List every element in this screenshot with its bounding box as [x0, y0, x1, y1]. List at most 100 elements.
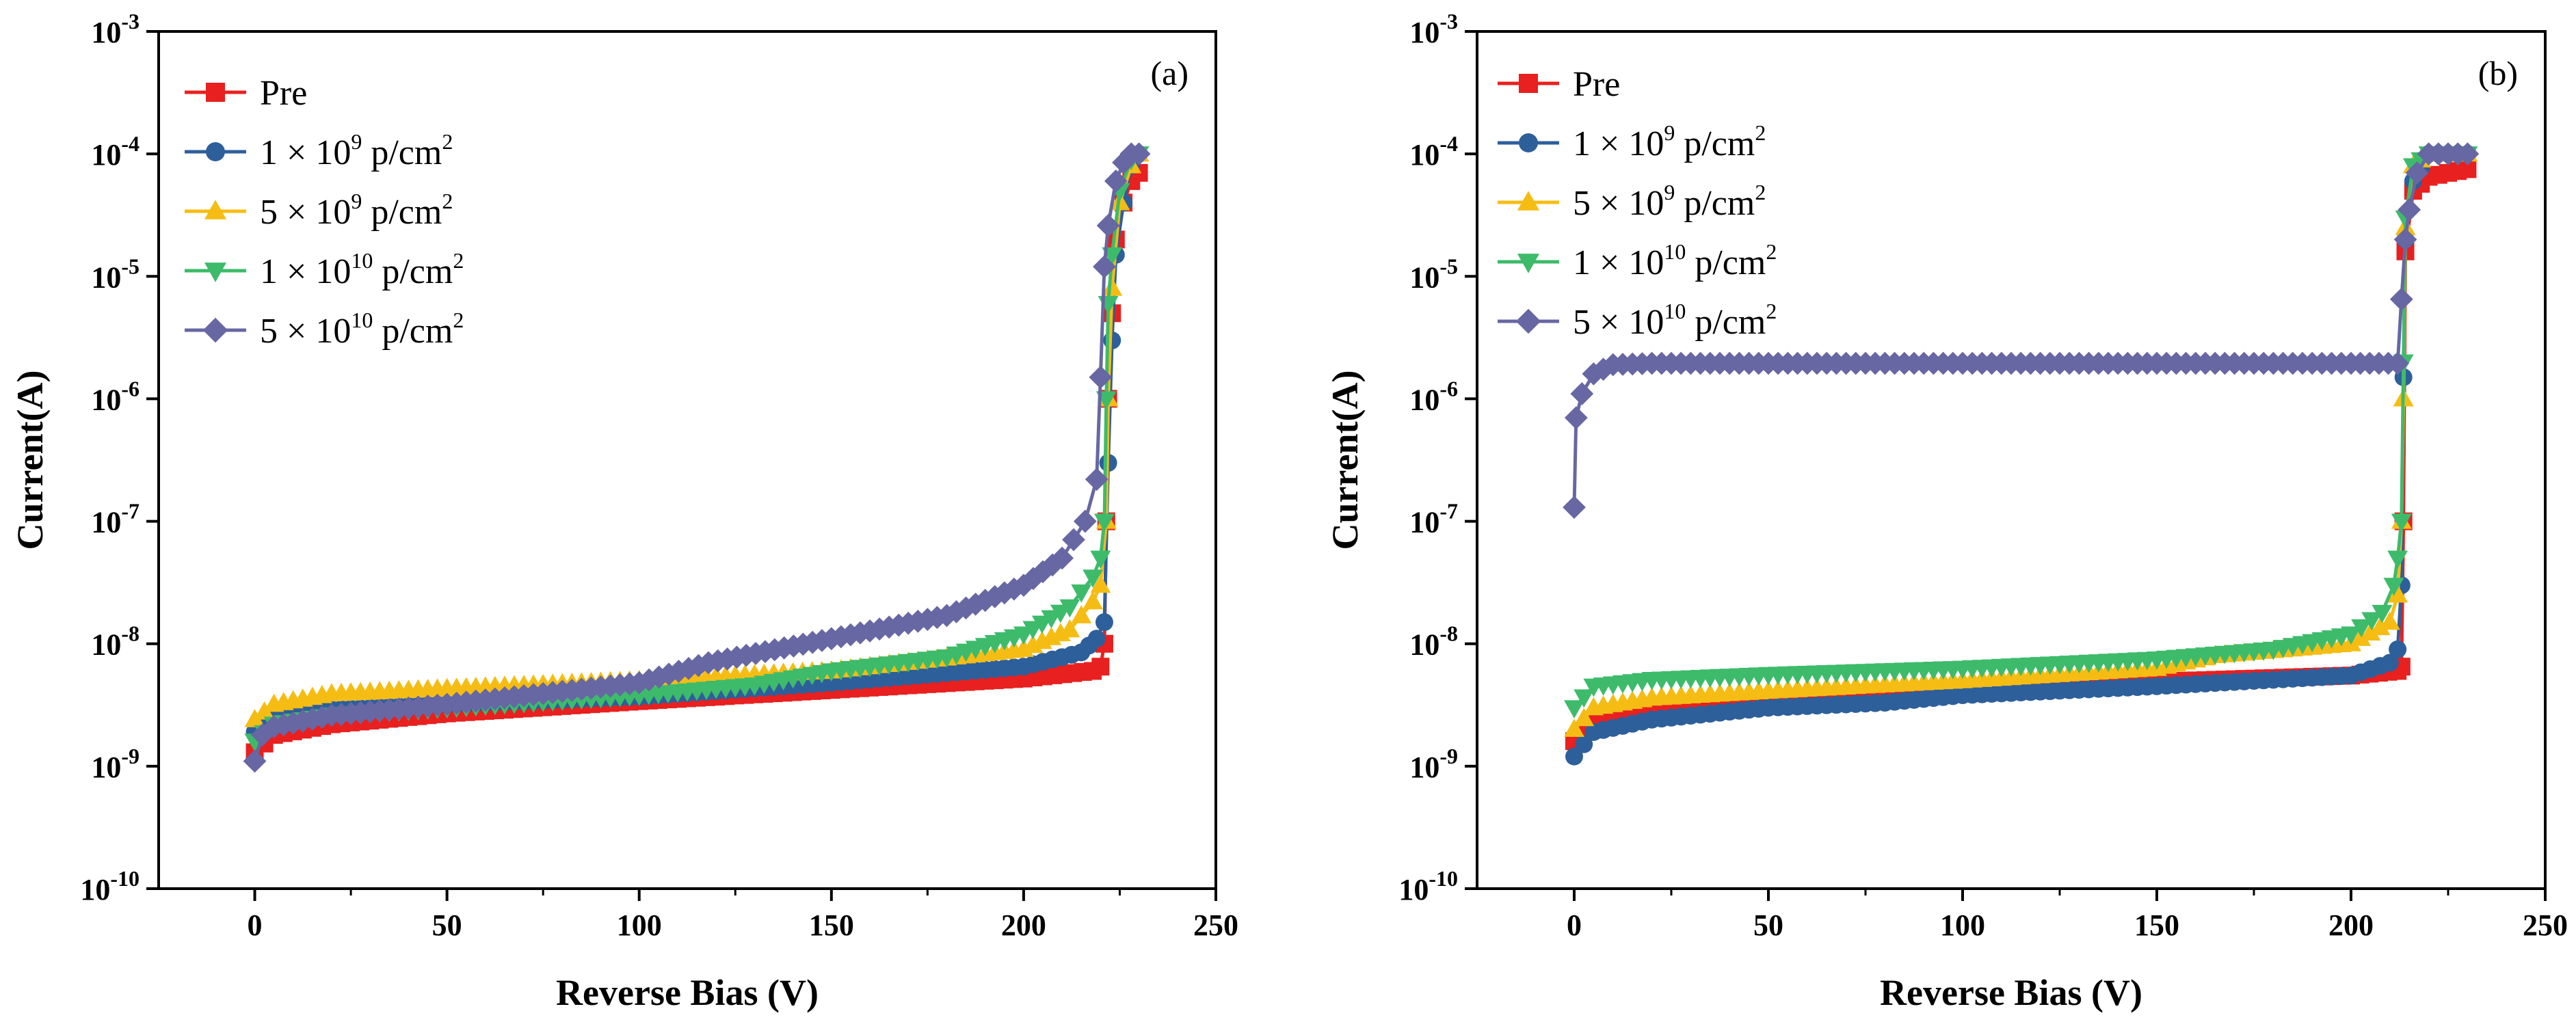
x-tick-label-2-6: 250	[2523, 908, 2568, 942]
x-tick-label-1-2: 50	[432, 908, 462, 942]
data-point-2-4-81	[2341, 626, 2361, 645]
plot-frame-2	[1476, 30, 2547, 890]
y-tick-label-2-8: 10-3	[1409, 9, 1458, 49]
data-point-2-2-2	[1575, 735, 1593, 753]
panel-label-1: (a)	[1151, 54, 1189, 92]
data-point-2-5-3	[1570, 382, 1594, 405]
data-point-1-3-89	[1090, 574, 1111, 593]
chart-panel-1: 0 50 100 150 200 250 10-10 10-9 10-8 10-7 10-6 10-5…	[10, 9, 1238, 1013]
legend-marker-1-2	[206, 142, 225, 161]
legend-label-1-5: 5 × 1010 p/cm2	[260, 308, 464, 351]
y-tick-label-1-2: 10-9	[91, 744, 140, 784]
y-tick-label-1-1: 10-10	[80, 866, 140, 906]
data-point-1-5-89	[1089, 365, 1113, 389]
data-point-1-3-92	[1102, 278, 1123, 296]
data-point-1-5-83	[1031, 560, 1054, 584]
data-point-1-3-2	[254, 701, 275, 720]
series-2-3	[1564, 143, 2478, 737]
y-tick-label-2-1: 10-10	[1398, 866, 1458, 906]
data-point-1-3-87	[1071, 605, 1092, 623]
x-tick-label-2-2: 50	[1753, 908, 1783, 942]
data-point-1-2-90	[1095, 613, 1113, 632]
data-point-2-5-91	[2405, 161, 2429, 185]
y-tick-label-2-6: 10-5	[1409, 254, 1458, 294]
data-point-2-5-4	[1582, 362, 1606, 386]
series-line-2-4	[1573, 152, 2468, 710]
legend-marker-2-3	[1517, 191, 1540, 211]
data-point-1-5-85	[1050, 546, 1074, 570]
x-tick-label-2-3: 100	[1940, 908, 1985, 942]
data-point-2-3-85	[2379, 611, 2400, 630]
legend-marker-1-1	[206, 83, 225, 102]
data-point-2-3-82	[2350, 628, 2372, 646]
legend-label-1-1: Pre	[260, 74, 307, 113]
y-tick-label-1-8: 10-3	[91, 9, 140, 49]
plot-frame-1	[157, 30, 1217, 890]
data-point-1-3-1	[244, 709, 265, 727]
data-point-2-2-86	[2389, 640, 2407, 658]
x-tick-label-1-5: 200	[1001, 908, 1046, 942]
data-point-1-5-1	[243, 749, 267, 773]
x-tick-label-1-3: 100	[617, 908, 662, 942]
data-point-1-5-90	[1093, 255, 1116, 279]
data-point-1-4-89	[1090, 550, 1111, 569]
data-point-2-5-96	[2456, 142, 2480, 166]
series-2-5	[1563, 142, 2480, 520]
data-point-2-5-90	[2398, 198, 2421, 221]
y-axis-title-2: Current(A)	[1325, 370, 1366, 550]
legend-marker-2-2	[1519, 133, 1538, 152]
legend-marker-2-4	[1517, 254, 1540, 273]
data-point-1-5-2	[250, 723, 274, 747]
data-point-2-3-1	[1564, 718, 1584, 737]
data-point-2-4-84	[2372, 604, 2393, 623]
data-point-1-5-91	[1096, 214, 1120, 237]
data-point-1-5-47	[687, 654, 711, 677]
data-point-2-1-96	[2458, 160, 2477, 178]
data-point-1-5-93	[1112, 150, 1135, 174]
data-point-2-3-83	[2360, 622, 2381, 641]
data-point-2-5-2	[1564, 406, 1588, 430]
data-point-2-4-83	[2361, 612, 2382, 631]
y-tick-label-2-7: 10-4	[1409, 131, 1458, 172]
data-point-2-4-1	[1564, 700, 1584, 718]
legend-label-1-4: 1 × 1010 p/cm2	[260, 248, 464, 291]
series-2-4	[1564, 146, 2478, 718]
data-point-2-3-2	[1574, 708, 1595, 727]
y-tick-label-2-2: 10-9	[1409, 744, 1458, 784]
data-point-1-4-90	[1094, 513, 1115, 533]
data-point-2-4-2	[1574, 689, 1595, 708]
legend-label-2-2: 1 × 109 p/cm2	[1573, 120, 1766, 163]
data-point-2-5-87	[2386, 351, 2410, 375]
data-point-2-3-84	[2369, 617, 2391, 636]
legend-label-1-2: 1 × 109 p/cm2	[260, 129, 453, 172]
legend-2: Pre 1 × 109 p/cm2 5 × 109 p/cm2 1 × 1010 p/…	[1498, 65, 1777, 342]
data-point-1-5-81	[1012, 574, 1035, 597]
y-tick-label-2-5: 10-6	[1409, 376, 1458, 416]
data-point-1-3-88	[1083, 591, 1104, 610]
data-point-1-5-76	[964, 592, 987, 616]
data-point-2-2-1	[1565, 747, 1583, 766]
x-tick-label-1-1: 0	[248, 908, 263, 942]
data-point-1-5-80	[1002, 577, 1026, 601]
data-point-2-5-88	[2389, 287, 2413, 311]
legend-label-2-5: 5 × 1010 p/cm2	[1573, 299, 1777, 342]
data-point-2-5-1	[1563, 496, 1586, 520]
y-tick-label-2-4: 10-7	[1409, 499, 1458, 539]
data-point-2-3-86	[2387, 584, 2408, 603]
y-tick-label-1-7: 10-4	[91, 131, 140, 172]
data-point-1-5-87	[1073, 509, 1097, 533]
data-point-2-2-85	[2380, 654, 2399, 672]
data-point-1-5-88	[1085, 468, 1108, 491]
legend-1: Pre 1 × 109 p/cm2 5 × 109 p/cm2 1 × 1010 p/…	[185, 74, 464, 351]
y-tick-label-2-3: 10-8	[1409, 621, 1458, 662]
y-tick-label-1-4: 10-7	[91, 499, 140, 539]
legend-label-1-3: 5 × 109 p/cm2	[260, 189, 453, 232]
data-point-2-4-82	[2351, 619, 2372, 638]
legend-marker-1-3	[204, 200, 227, 219]
x-tick-label-2-5: 200	[2328, 908, 2374, 942]
legend-label-2-4: 1 × 1010 p/cm2	[1573, 239, 1777, 282]
series-1-5	[243, 142, 1151, 773]
legend-label-2-1: Pre	[1573, 65, 1620, 104]
y-tick-label-1-3: 10-8	[91, 621, 140, 662]
